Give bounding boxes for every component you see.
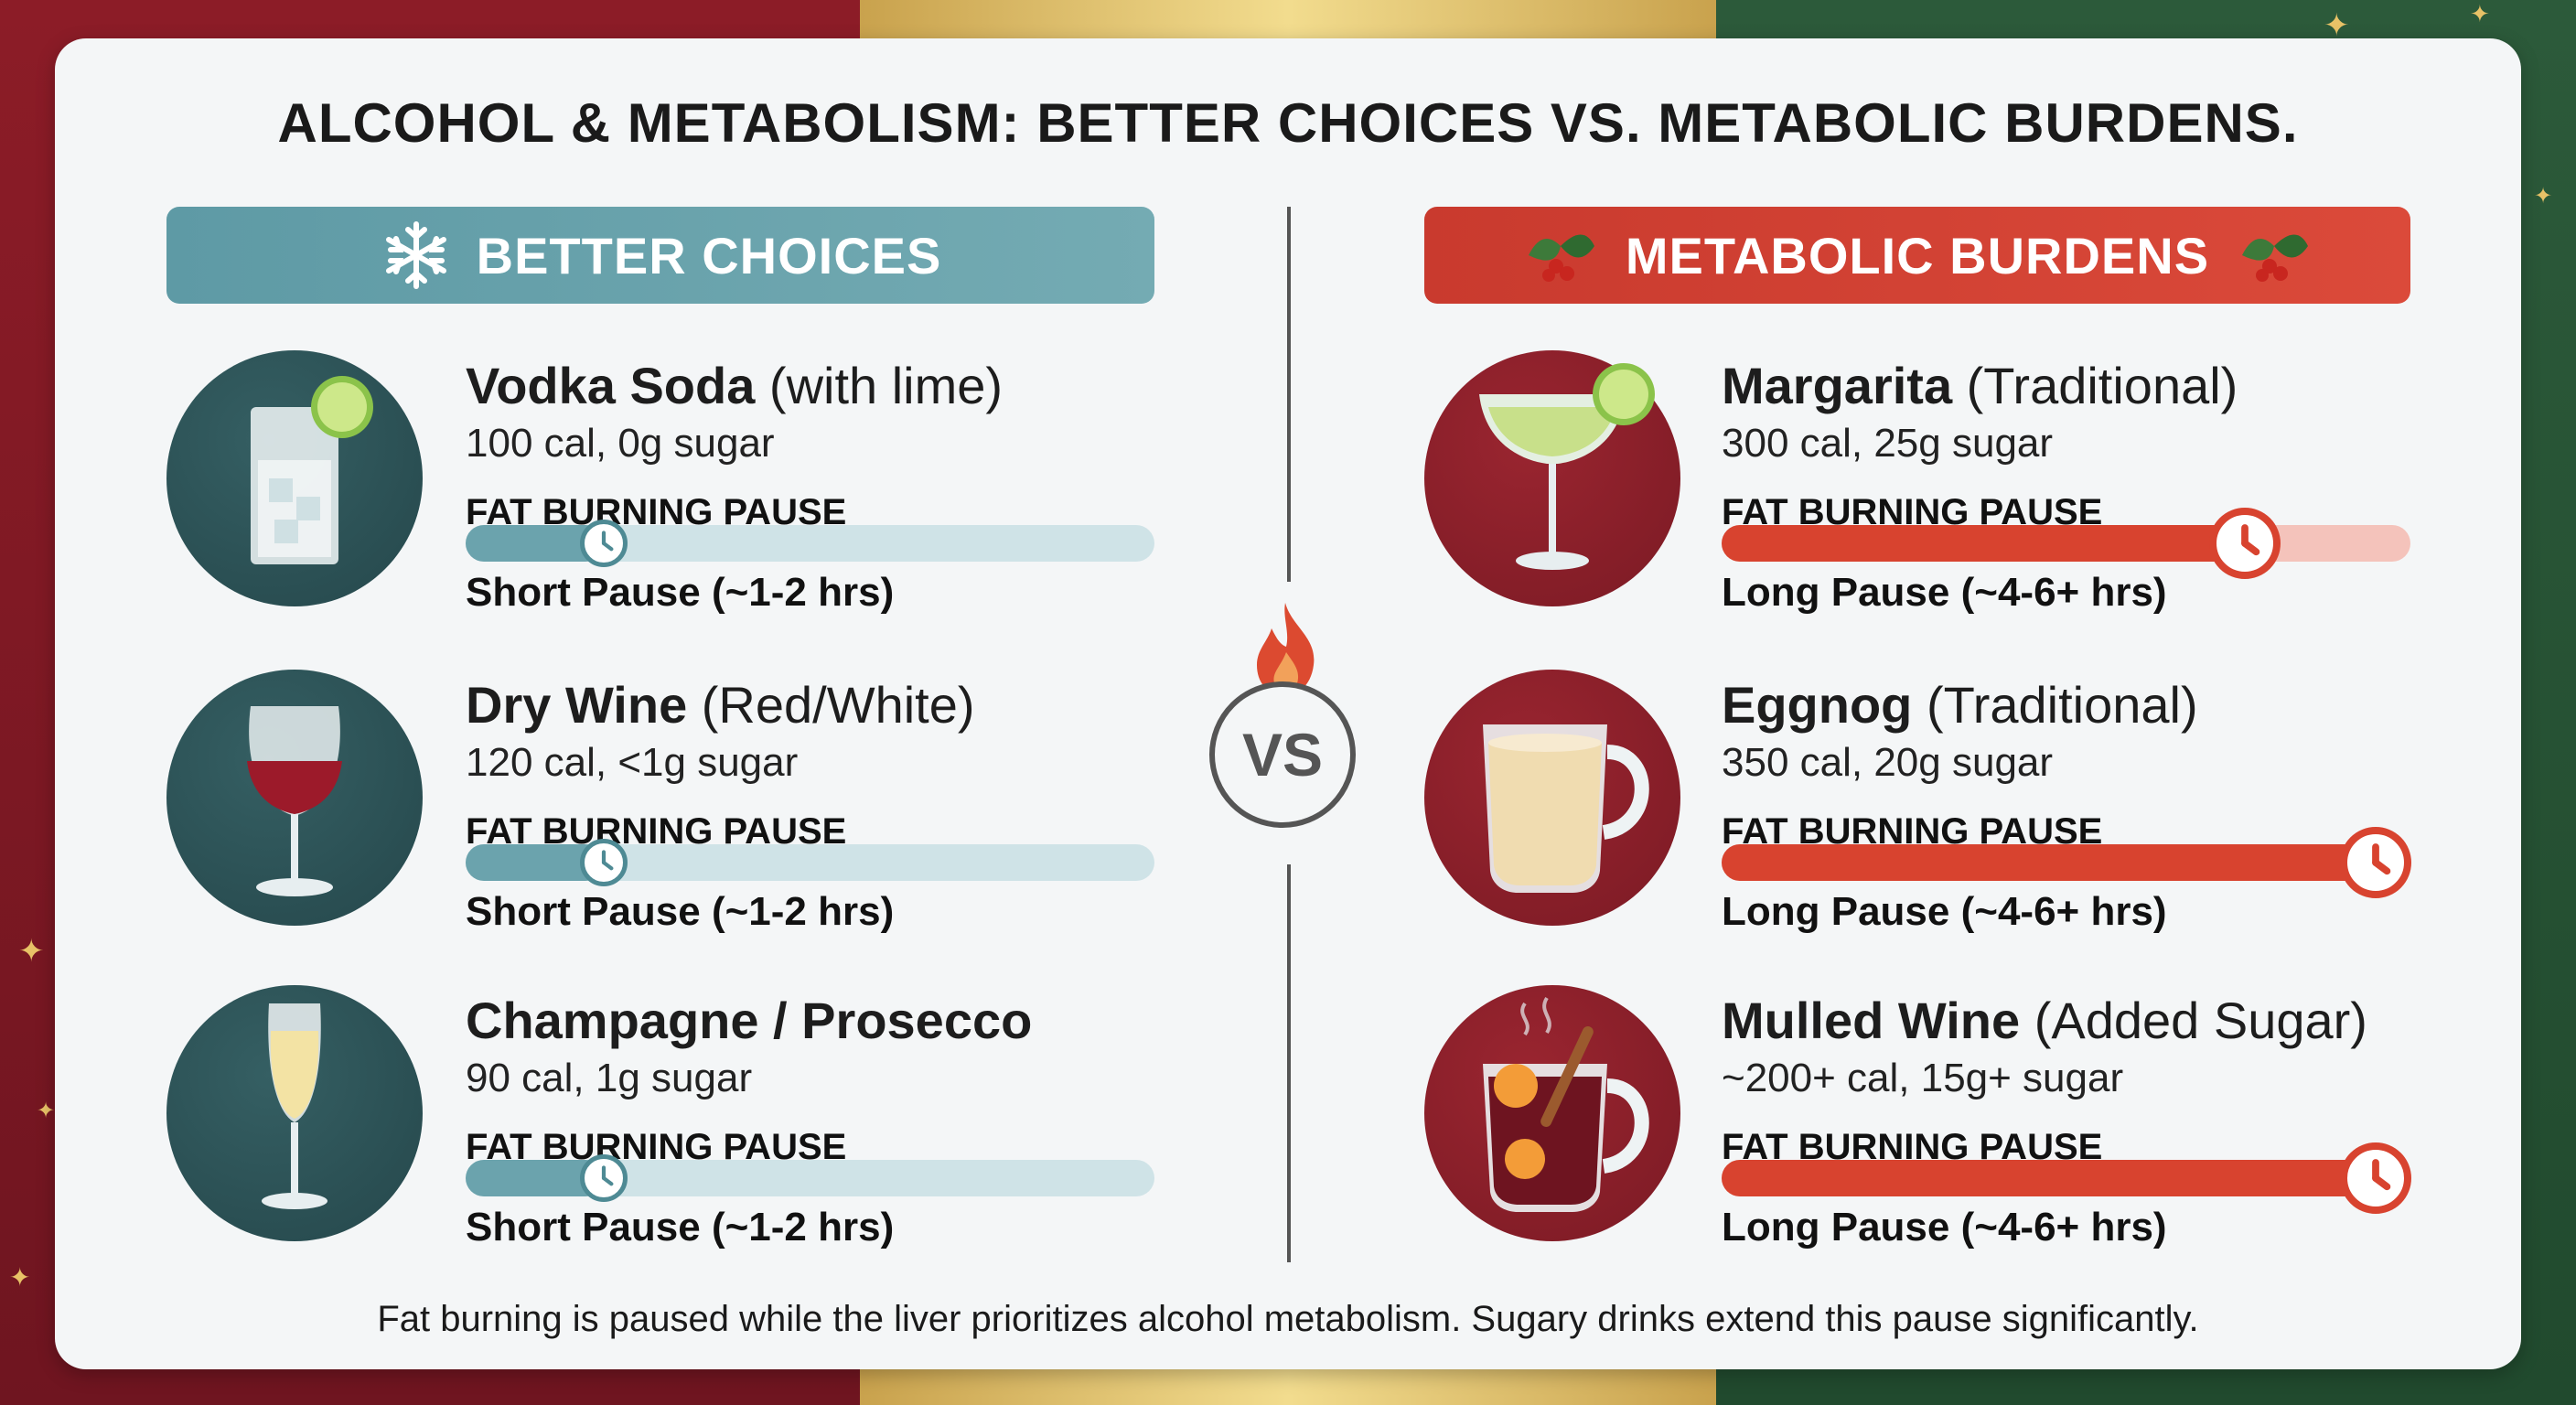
drink-name-main: Dry Wine	[466, 676, 688, 734]
fat-burning-pause-fill	[1722, 1160, 2376, 1196]
eggnog-mug-icon	[1483, 724, 1649, 893]
drink-stats: 300 cal, 25g sugar	[1722, 421, 2054, 466]
vodka-soda-image	[166, 350, 423, 606]
drink-stats: ~200+ cal, 15g+ sugar	[1722, 1056, 2124, 1100]
drink-name: Eggnog (Traditional)	[1722, 675, 2198, 735]
drink-name-detail: (Traditional)	[1952, 357, 2238, 414]
drink-name-main: Eggnog	[1722, 676, 1913, 734]
margarita-image	[1424, 350, 1680, 606]
mulled-wine-image	[1424, 985, 1680, 1241]
clock-icon	[2340, 1142, 2411, 1214]
drink-info: Margarita (Traditional) 300 cal, 25g suga…	[1722, 356, 2238, 533]
fat-burning-pause-bar	[466, 844, 1154, 881]
sparkle-icon: ✦	[2534, 184, 2553, 209]
drink-name: Vodka Soda (with lime)	[466, 356, 1003, 415]
drink-info: Eggnog (Traditional) 350 cal, 20g sugar FA…	[1722, 675, 2198, 853]
drink-name: Champagne / Prosecco	[466, 991, 1032, 1050]
fat-burning-pause-bar	[1722, 525, 2410, 562]
fat-burning-pause-bar	[1722, 1160, 2410, 1196]
page-title: ALCOHOL & METABOLISM: BETTER CHOICES VS.…	[277, 92, 2299, 154]
pause-duration: Short Pause (~1-2 hrs)	[466, 889, 895, 934]
better-choices-header: BETTER CHOICES	[166, 207, 1154, 304]
drink-name-main: Champagne / Prosecco	[466, 992, 1033, 1049]
pause-duration: Short Pause (~1-2 hrs)	[466, 1205, 895, 1249]
center-divider	[1287, 864, 1291, 1262]
drink-info: Dry Wine (Red/White) 120 cal, <1g sugar FA…	[466, 675, 975, 853]
snowflake-icon	[385, 221, 446, 289]
drink-name-main: Vodka Soda	[466, 357, 756, 414]
drink-name-main: Margarita	[1722, 357, 1953, 414]
metabolic-burdens-header: METABOLIC BURDENS	[1424, 207, 2410, 304]
drink-stats: 90 cal, 1g sugar	[466, 1056, 753, 1100]
drink-name-detail: (Added Sugar)	[2020, 992, 2367, 1049]
fat-burning-pause-bar	[1722, 844, 2410, 881]
eggnog-image	[1424, 670, 1680, 926]
wine-glass-icon	[247, 706, 342, 896]
sparkle-icon: ✦	[37, 1099, 56, 1123]
flame-icon	[1257, 603, 1315, 696]
drink-name-detail: (with lime)	[755, 357, 1004, 414]
champagne-image	[166, 985, 423, 1241]
drink-name: Mulled Wine (Added Sugar)	[1722, 991, 2367, 1050]
drink-stats: 120 cal, <1g sugar	[466, 740, 799, 785]
fat-burning-pause-bar	[466, 525, 1154, 562]
clock-icon	[580, 520, 628, 567]
clock-icon	[2340, 827, 2411, 898]
mulled-wine-mug-icon	[1483, 996, 1649, 1212]
drink-stats: 100 cal, 0g sugar	[466, 421, 775, 466]
drink-info: Mulled Wine (Added Sugar) ~200+ cal, 15g+…	[1722, 991, 2367, 1168]
drink-name-detail: (Red/White)	[687, 676, 975, 734]
drink-stats: 350 cal, 20g sugar	[1722, 740, 2054, 785]
pause-duration: Short Pause (~1-2 hrs)	[466, 570, 895, 615]
clock-icon	[2209, 508, 2281, 579]
drink-name: Dry Wine (Red/White)	[466, 675, 975, 735]
metabolic-burdens-label: METABOLIC BURDENS	[1625, 226, 2210, 284]
drink-info: Vodka Soda (with lime) 100 cal, 0g sugar F…	[466, 356, 1003, 533]
sparkle-icon: ✦	[18, 934, 45, 969]
pause-duration: Long Pause (~4-6+ hrs)	[1722, 1205, 2167, 1249]
dry-wine-image	[166, 670, 423, 926]
sparkle-icon: ✦	[2324, 8, 2350, 43]
holly-icon	[2242, 234, 2309, 282]
drink-name-main: Mulled Wine	[1722, 992, 2021, 1049]
vs-badge: VS	[1209, 681, 1356, 828]
sparkle-icon: ✦	[2470, 0, 2490, 27]
drink-name-detail: (Traditional)	[1912, 676, 2198, 734]
drink-name: Margarita (Traditional)	[1722, 356, 2238, 415]
pause-duration: Long Pause (~4-6+ hrs)	[1722, 889, 2167, 934]
highball-glass-icon	[251, 376, 373, 564]
drink-info: Champagne / Prosecco 90 cal, 1g sugar FAT …	[466, 991, 1032, 1168]
center-divider	[1287, 207, 1291, 582]
footer-note: Fat burning is paused while the liver pr…	[377, 1299, 2199, 1339]
clock-icon	[580, 839, 628, 886]
fat-burning-pause-bar	[466, 1160, 1154, 1196]
better-choices-label: BETTER CHOICES	[476, 226, 942, 284]
holly-icon	[1528, 234, 1594, 282]
fat-burning-pause-fill	[1722, 844, 2376, 881]
pause-duration: Long Pause (~4-6+ hrs)	[1722, 570, 2167, 615]
margarita-glass-icon	[1479, 363, 1655, 570]
fat-burning-pause-fill	[1722, 525, 2245, 562]
clock-icon	[580, 1154, 628, 1202]
sparkle-icon: ✦	[9, 1263, 31, 1292]
champagne-flute-icon	[262, 1003, 327, 1209]
